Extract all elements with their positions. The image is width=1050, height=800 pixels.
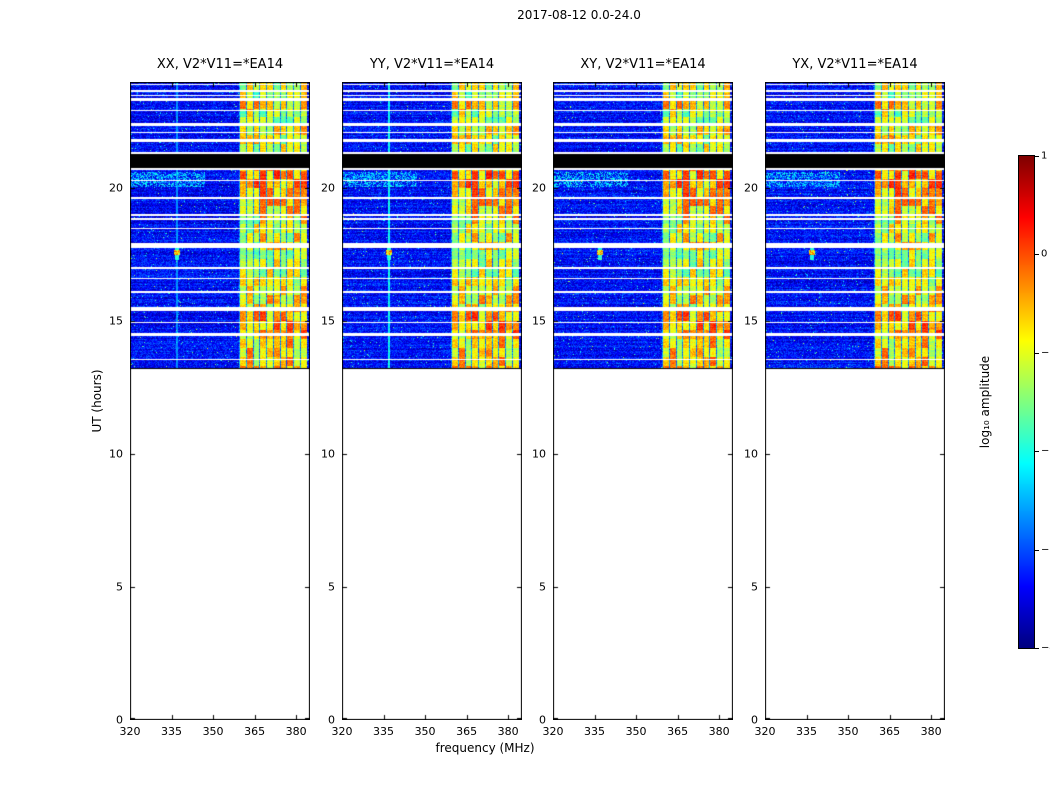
x-tick-label: 320: [754, 725, 776, 738]
y-tick-label: 15: [321, 314, 335, 328]
y-tick-label: 0: [751, 713, 758, 727]
y-tick-label: 5: [328, 580, 335, 594]
y-tick-label: 20: [532, 181, 546, 195]
y-tick-label: 0: [328, 713, 335, 727]
x-tick-label: 365: [667, 725, 689, 738]
colorbar-tick: [1035, 648, 1039, 649]
panel-title: YX, V2*V11=*EA14: [792, 57, 918, 72]
colorbar-tick-label: −1: [1041, 347, 1050, 359]
colorbar-tick-label: 1: [1041, 150, 1048, 162]
y-tick-label: 0: [539, 713, 546, 727]
heatmap-canvas: [130, 82, 310, 720]
y-tick-label: 10: [532, 447, 546, 461]
y-tick-label: 0: [116, 713, 123, 727]
panel-xx: XX, V2*V11=*EA14 0 5 10 15 20 320 335 350 365 380: [109, 57, 310, 738]
panel-title: XX, V2*V11=*EA14: [156, 57, 284, 72]
figure-title: 2017-08-12 0.0-24.0: [517, 8, 641, 22]
x-tick-label: 350: [202, 725, 224, 738]
x-tick-label: 365: [244, 725, 266, 738]
x-tick-label: 335: [373, 725, 395, 738]
colorbar-tick: [1035, 353, 1039, 354]
colorbar-tick: [1035, 254, 1039, 255]
x-tick-label: 365: [456, 725, 478, 738]
y-tick-label: 10: [109, 447, 123, 461]
panel-xy: XY, V2*V11=*EA14 0 5 10 15 20 320 335 350 365 380: [532, 57, 733, 738]
colorbar-tick-label: 0: [1041, 248, 1048, 260]
y-tick-label: 20: [321, 181, 335, 195]
panel-yx: YX, V2*V11=*EA14 0 5 10 15 20 320 335 350 365 380: [744, 57, 945, 738]
y-tick-label: 15: [109, 314, 123, 328]
colorbar: log₁₀ amplitude 1 0 −1 −2 −3 −4: [978, 151, 1050, 654]
x-tick-label: 320: [331, 725, 353, 738]
y-tick-label: 20: [109, 181, 123, 195]
x-tick-label: 335: [161, 725, 183, 738]
x-tick-label: 335: [584, 725, 606, 738]
colorbar-tick: [1035, 451, 1039, 452]
panel-title: YY, V2*V11=*EA14: [369, 57, 495, 72]
y-axis-label: UT (hours): [90, 369, 104, 433]
x-tick-label: 350: [625, 725, 647, 738]
y-tick-label: 15: [744, 314, 758, 328]
y-tick-label: 10: [744, 447, 758, 461]
colorbar-tick: [1035, 156, 1039, 157]
x-tick-label: 380: [708, 725, 730, 738]
y-tick-label: 10: [321, 447, 335, 461]
x-tick-label: 365: [879, 725, 901, 738]
x-tick-label: 380: [285, 725, 307, 738]
colorbar-gradient: [1018, 155, 1035, 649]
colorbar-label: log₁₀ amplitude: [978, 355, 992, 449]
heatmap-canvas: [765, 82, 945, 720]
x-tick-label: 335: [796, 725, 818, 738]
x-tick-label: 350: [837, 725, 859, 738]
y-tick-label: 5: [539, 580, 546, 594]
x-tick-label: 380: [920, 725, 942, 738]
x-tick-label: 320: [542, 725, 564, 738]
colorbar-tick-label: −2: [1041, 445, 1050, 457]
y-tick-label: 5: [751, 580, 758, 594]
y-tick-label: 5: [116, 580, 123, 594]
colorbar-tick: [1035, 550, 1039, 551]
heatmap-canvas: [553, 82, 733, 720]
panel-title: XY, V2*V11=*EA14: [580, 57, 706, 72]
x-tick-label: 380: [497, 725, 519, 738]
y-tick-label: 15: [532, 314, 546, 328]
x-tick-label: 320: [119, 725, 141, 738]
colorbar-tick-label: −4: [1041, 642, 1050, 654]
x-axis-label: frequency (MHz): [435, 741, 535, 755]
x-tick-label: 350: [414, 725, 436, 738]
panel-yy: YY, V2*V11=*EA14 0 5 10 15 20 320 335 350 365 380: [321, 57, 522, 738]
colorbar-tick-label: −3: [1041, 544, 1050, 556]
heatmap-canvas: [342, 82, 522, 720]
y-tick-label: 20: [744, 181, 758, 195]
